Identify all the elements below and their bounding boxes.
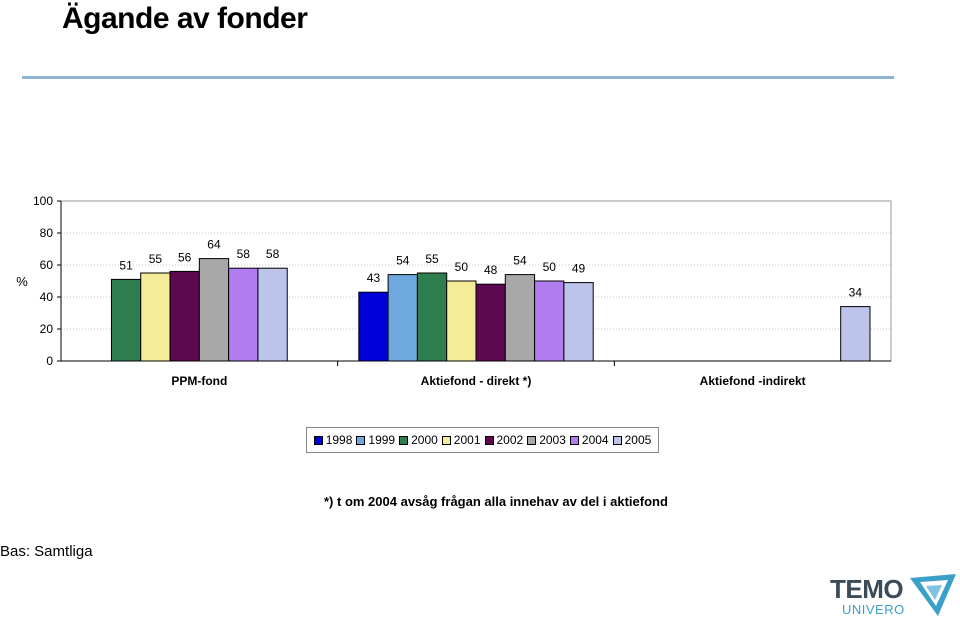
logo-mark-icon: [910, 574, 956, 616]
base-note: Bas: Samtliga: [0, 543, 93, 560]
y-tick-label: 100: [33, 194, 53, 208]
bar-2003: [504, 274, 536, 362]
legend-item-1999: 1999: [356, 433, 395, 447]
bar-2004: [228, 267, 259, 362]
y-tick-label: 60: [40, 258, 54, 272]
title-underline: [22, 76, 894, 79]
data-label: 49: [572, 262, 586, 276]
data-label: 34: [849, 286, 863, 300]
data-label: 54: [513, 254, 527, 268]
bar-2004: [534, 280, 565, 362]
legend-swatch: [569, 435, 579, 445]
y-tick-label: 20: [40, 322, 54, 336]
bar-2005: [257, 267, 288, 362]
legend-item-1998: 1998: [313, 433, 353, 447]
legend-label: 2003: [539, 433, 566, 447]
data-label: 50: [455, 260, 469, 274]
legend-swatch: [527, 435, 537, 445]
legend-label: 2002: [496, 433, 524, 447]
legend-swatch: [399, 435, 409, 445]
bar-2000: [110, 278, 142, 362]
legend-swatch: [313, 435, 323, 445]
data-label: 55: [149, 252, 163, 266]
page-title: Ägande av fonder: [62, 2, 308, 35]
legend-label: 2005: [624, 433, 652, 447]
legend-item-2000: 2000: [399, 433, 438, 447]
legend-item-2005: 2005: [612, 433, 652, 447]
bar-chart: 0 20 40 60 80 100% 51 55 56 64 58 58 PPM-fond 43 54 55 5…: [16, 194, 892, 388]
legend-swatch: [441, 435, 451, 445]
legend-swatch: [612, 435, 622, 445]
bar-2002: [475, 283, 506, 362]
legend-swatch: [484, 435, 494, 445]
data-label: 55: [425, 252, 439, 266]
legend-label: 1999: [368, 433, 396, 447]
bar-2005: [563, 282, 594, 362]
data-label: 51: [119, 258, 133, 272]
chart-legend: 1998 1999 2000 2001 2002 2003 2004 2005: [306, 427, 659, 453]
footnote: *) t om 2004 avsåg frågan alla innehav a…: [324, 494, 668, 509]
data-label: 64: [207, 238, 221, 252]
legend-label: 2001: [453, 433, 481, 447]
data-label: 43: [367, 271, 381, 285]
legend-swatch: [356, 435, 366, 445]
bar-1998: [358, 291, 389, 362]
data-label: 54: [396, 254, 410, 268]
bar-2000: [416, 272, 448, 362]
legend-label: 1998: [325, 433, 353, 447]
legend-item-2002: 2002: [484, 433, 524, 447]
category-label: PPM-fond: [171, 374, 227, 388]
legend-label: 2004: [581, 433, 609, 447]
bar-2001: [446, 280, 477, 362]
data-label: 58: [237, 247, 251, 261]
y-tick-label: 80: [40, 226, 54, 240]
data-label: 50: [543, 260, 557, 274]
y-axis-label: %: [16, 274, 28, 289]
legend-item-2004: 2004: [569, 433, 609, 447]
logo-text-univero: UNIVERO: [842, 602, 905, 617]
y-tick-label: 40: [40, 290, 54, 304]
legend-item-2003: 2003: [527, 433, 566, 447]
legend-label: 2000: [411, 433, 438, 447]
data-label: 48: [484, 263, 498, 277]
y-tick-label: 0: [46, 354, 53, 368]
data-label: 56: [178, 250, 192, 264]
bar-2003: [198, 258, 230, 362]
data-label: 58: [266, 247, 280, 261]
logo-text-temo: TEMO: [830, 574, 904, 604]
legend-item-2001: 2001: [441, 433, 481, 447]
bar-2001: [140, 272, 171, 362]
category-label: Aktiefond - direkt *): [421, 374, 532, 388]
category-label: Aktiefond -indirekt: [700, 374, 806, 388]
temo-univero-logo: TEMO UNIVERO: [828, 570, 960, 620]
bar-2002: [169, 270, 200, 362]
bar-2005: [840, 306, 871, 362]
bar-1999: [387, 274, 418, 362]
